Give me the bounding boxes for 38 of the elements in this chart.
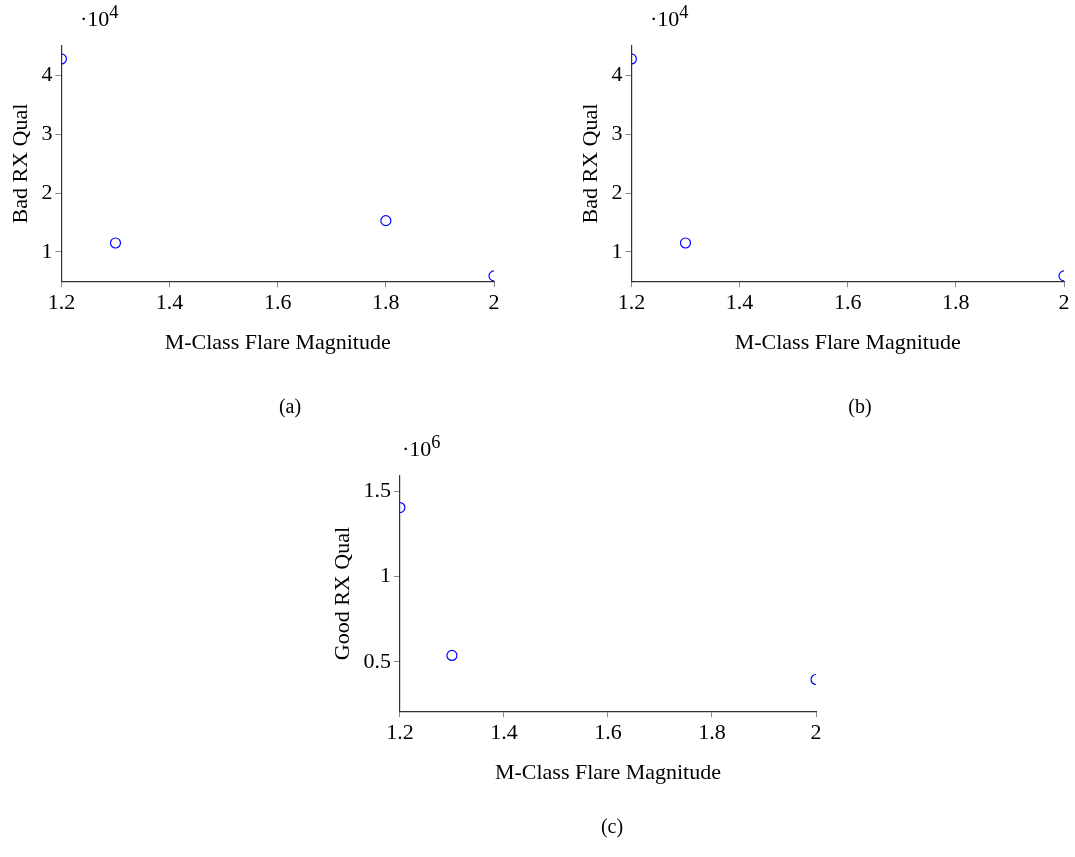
y-axis-title: Bad RX Qual (576, 103, 602, 224)
y-axis-title: Bad RX Qual (6, 103, 32, 224)
x-axis-title: M-Class Flare Magnitude (494, 758, 721, 784)
x-tick-label: 1.8 (698, 719, 726, 745)
x-tick-label: 2 (810, 719, 822, 745)
x-tick-label: 2 (488, 289, 500, 315)
text: ·10$^{4}$ (650, 2, 689, 33)
x-tick-label: 1.4 (725, 289, 754, 315)
y-tick-label: 1.5 (363, 477, 391, 503)
x-tick-label: 1.6 (833, 289, 862, 315)
text: ·10$^{6}$ (402, 432, 441, 463)
text: ·10$^{4}$ (80, 2, 119, 33)
x-tick-label: 1.2 (386, 719, 414, 745)
y-axis-title: Good RX Qual (328, 526, 354, 661)
x-tick-label: 2 (1058, 289, 1070, 315)
y-tick-label: 3 (41, 119, 53, 145)
x-tick-label: 1.2 (617, 289, 646, 315)
text: (c) (599, 815, 625, 838)
x-tick-label: 1.8 (372, 289, 400, 315)
x-tick-label: 1.2 (47, 289, 76, 315)
y-tick-label: 4 (611, 61, 623, 87)
x-axis-title: M-Class Flare Magnitude (164, 328, 391, 354)
text: (a) (277, 395, 303, 418)
x-tick-label: 1.4 (490, 719, 518, 745)
y-tick-label: 1 (379, 562, 391, 588)
text: (b) (847, 395, 873, 418)
x-tick-label: 1.8 (942, 289, 970, 315)
x-tick-label: 1.4 (155, 289, 184, 315)
y-tick-label: 0.5 (363, 647, 391, 673)
y-tick-label: 2 (611, 178, 623, 204)
y-tick-label: 2 (41, 178, 53, 204)
y-tick-label: 1 (611, 237, 623, 263)
y-tick-label: 4 (41, 61, 53, 87)
y-tick-label: 3 (611, 119, 623, 145)
x-tick-label: 1.6 (263, 289, 292, 315)
x-tick-label: 1.6 (594, 719, 622, 745)
x-axis-title: M-Class Flare Magnitude (734, 328, 961, 354)
y-tick-label: 1 (41, 237, 53, 263)
